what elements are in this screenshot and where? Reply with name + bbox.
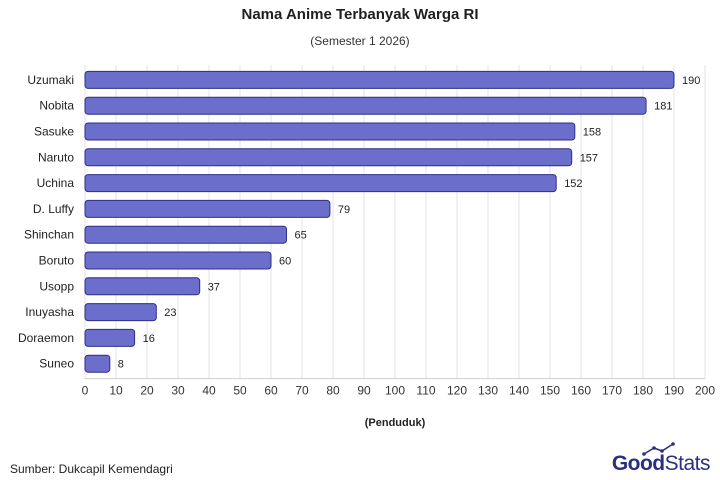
value-label: 79 (338, 204, 350, 216)
value-label: 190 (682, 75, 700, 87)
x-tick-label: 60 (264, 384, 278, 398)
x-tick-label: 140 (509, 384, 529, 398)
x-tick-label: 30 (171, 384, 185, 398)
category-label: Naruto (38, 150, 74, 164)
value-labels: 190 181 158 157 152 79 65 60 37 23 16 8 (118, 75, 701, 371)
bar (84, 122, 576, 141)
chart-line-icon (642, 442, 675, 456)
x-tick-label: 100 (385, 384, 405, 398)
x-tick-label: 130 (478, 384, 498, 398)
value-label: 37 (208, 281, 220, 293)
bar (84, 328, 136, 347)
value-label: 60 (279, 256, 291, 268)
category-labels: Uzumaki Nobita Sasuke Naruto Uchina D. Luffy S… (18, 73, 74, 371)
category-label: Usopp (39, 279, 74, 293)
category-label: Uzumaki (27, 73, 74, 87)
category-label: Nobita (39, 99, 74, 113)
bars (84, 70, 675, 373)
x-tick-label: 80 (326, 384, 340, 398)
value-label: 8 (118, 359, 124, 371)
value-label: 181 (654, 101, 672, 113)
category-label: Inuyasha (25, 305, 74, 319)
bar (84, 148, 573, 167)
x-tick-labels: 0 10 20 30 40 50 60 70 80 90 100 110 120 130 140 150 160… (82, 384, 716, 398)
x-tick-label: 50 (233, 384, 247, 398)
x-tick-label: 180 (633, 384, 653, 398)
value-label: 157 (580, 152, 598, 164)
gridlines (84, 65, 706, 380)
bar (84, 174, 557, 193)
x-tick-label: 160 (571, 384, 591, 398)
bar (84, 225, 287, 244)
value-label: 152 (564, 178, 582, 190)
goodstats-logo: GoodStats (611, 442, 711, 476)
category-label: Boruto (39, 254, 75, 268)
value-label: 158 (583, 127, 601, 139)
bar (84, 199, 331, 218)
x-tick-label: 70 (295, 384, 309, 398)
x-tick-label: 170 (602, 384, 622, 398)
x-tick-label: 40 (202, 384, 216, 398)
bar (84, 303, 157, 322)
x-tick-label: 150 (540, 384, 560, 398)
bar (84, 70, 675, 89)
category-label: Suneo (39, 357, 74, 371)
x-tick-label: 90 (357, 384, 371, 398)
chart-title: Nama Anime Terbanyak Warga RI (241, 6, 479, 23)
category-label: Shinchan (24, 228, 74, 242)
x-tick-label: 200 (695, 384, 715, 398)
x-tick-label: 0 (82, 384, 89, 398)
x-tick-label: 20 (140, 384, 154, 398)
category-label: D. Luffy (33, 202, 74, 216)
category-label: Uchina (37, 176, 75, 190)
bar (84, 277, 201, 296)
category-label: Sasuke (34, 125, 74, 139)
bar (84, 354, 111, 373)
value-label: 65 (295, 230, 307, 242)
bar (84, 96, 647, 115)
value-label: 16 (143, 333, 155, 345)
bar (84, 251, 272, 270)
value-label: 23 (164, 307, 176, 319)
logo-stats-text: Stats (664, 452, 711, 475)
chart-subtitle: (Semester 1 2026) (310, 34, 410, 48)
x-tick-label: 190 (664, 384, 684, 398)
source-note: Sumber: Dukcapil Kemendagri (10, 462, 173, 476)
bar-chart: Uzumaki Nobita Sasuke Naruto Uchina D. Luffy S… (18, 65, 716, 429)
logo-good-text: Good (611, 452, 665, 475)
category-label: Doraemon (18, 331, 74, 345)
x-tick-label: 120 (447, 384, 467, 398)
x-tick-label: 110 (416, 384, 435, 398)
x-axis-label: (Penduduk) (365, 417, 426, 429)
x-tick-label: 10 (109, 384, 123, 398)
